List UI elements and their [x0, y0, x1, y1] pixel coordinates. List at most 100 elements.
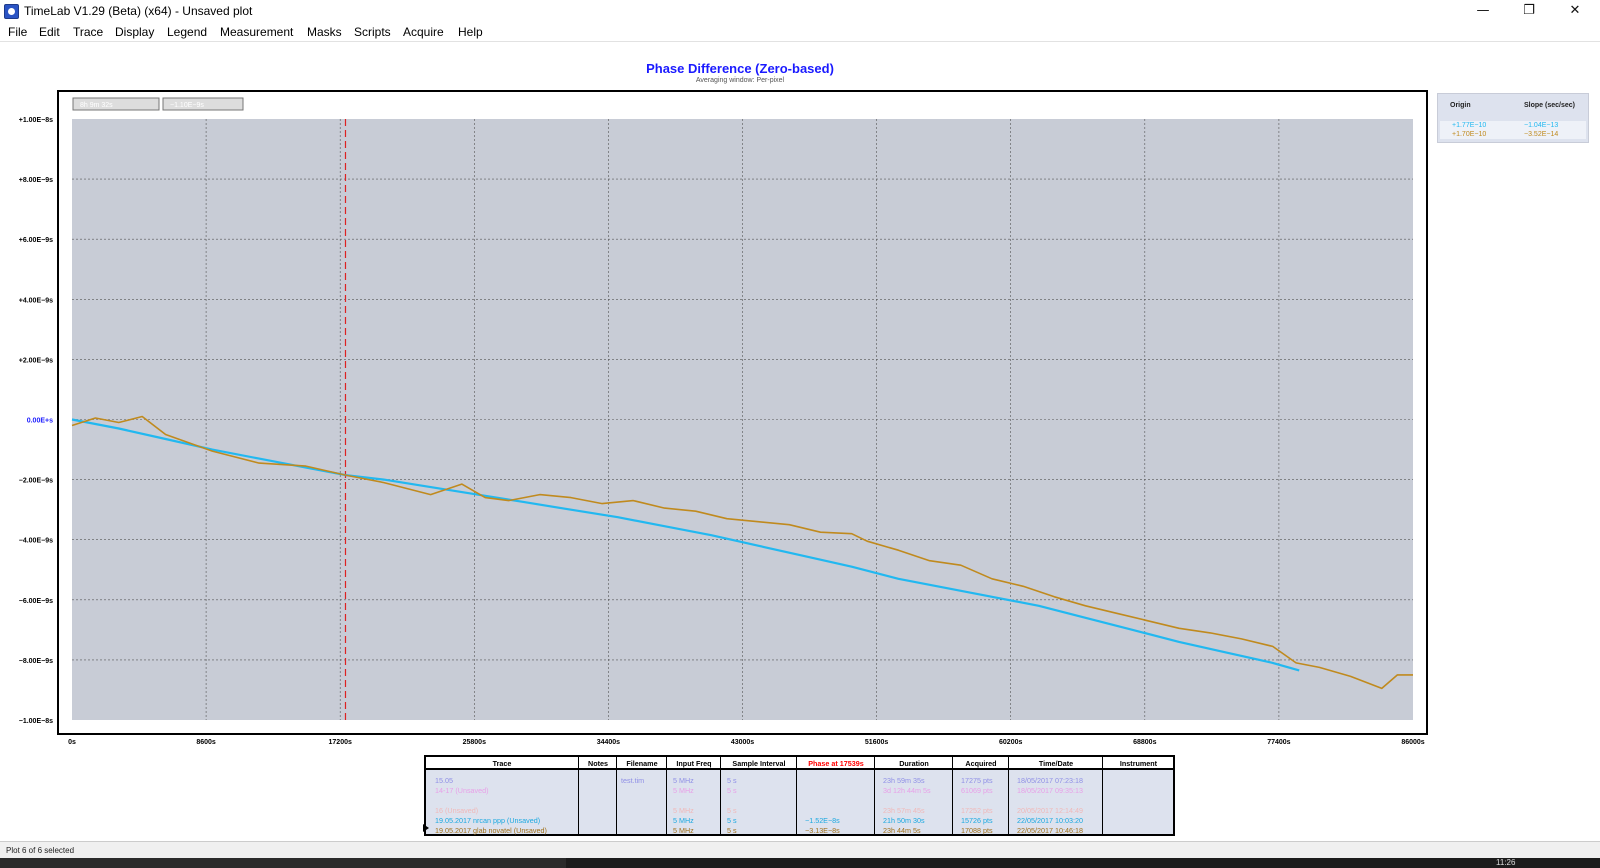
taskbar-search[interactable] [0, 858, 566, 868]
trace-table-column-date: Time/Date 18/05/2017 07:23:18 18/05/2017 0… [1008, 757, 1102, 835]
close-button[interactable]: ✕ [1569, 3, 1581, 18]
trace-table-column-freq: Input Freq 5 MHz 5 MHz 5 MHz 5 MHz 5 MHz [666, 757, 720, 835]
trace-table-column-trace: Trace 15.05 14-17 (Unsaved) 16 (Unsaved) 19.… [426, 757, 578, 835]
status-text: Plot 6 of 6 selected [6, 846, 75, 855]
column-header-freq[interactable]: Input Freq [676, 759, 712, 768]
trace-cell-phase: −3.13E−8s [805, 826, 840, 835]
trace-cell-duration: 23h 59m 35s [883, 776, 925, 785]
column-header-notes[interactable]: Notes [588, 759, 608, 768]
trace-cell-duration: 3d 12h 44m 5s [883, 786, 931, 795]
slope-row-slope: −3.52E−14 [1524, 131, 1559, 138]
trace-cell-acquired: 17088 pts [961, 826, 993, 835]
menu-scripts[interactable]: Scripts [354, 25, 391, 39]
trace-cell-duration: 21h 50m 30s [883, 816, 925, 825]
menu-trace[interactable]: Trace [73, 25, 104, 39]
trace-cell-date: 22/05/2017 10:46:18 [1017, 826, 1083, 835]
maximize-button[interactable]: ❐ [1523, 3, 1535, 18]
x-tick-label: 0s [68, 739, 76, 746]
column-header-phase[interactable]: Phase at 17539s [808, 759, 864, 768]
clock: 11:26 [1496, 858, 1516, 867]
x-tick-label: 25800s [463, 739, 486, 746]
trace-cell-date: 18/05/2017 07:23:18 [1017, 776, 1083, 785]
title-bar: TimeLab V1.29 (Beta) (x64) - Unsaved plo… [0, 0, 1600, 22]
column-header-date[interactable]: Time/Date [1038, 759, 1074, 768]
trace-cell-freq: 5 MHz [673, 826, 694, 835]
trace-cell-acquired: 61069 pts [961, 786, 993, 795]
trace-cell-duration: 23h 44m 5s [883, 826, 921, 835]
selected-row-arrow-icon [423, 824, 429, 832]
trace-cell-acquired: 15726 pts [961, 816, 993, 825]
trace-table-header [426, 757, 1173, 770]
trace-cell-acquired: 17275 pts [961, 776, 993, 785]
x-tick-label: 34400s [597, 739, 620, 746]
trace-table-column-phase: Phase at 17539s −1.52E−8s −3.13E−8s [796, 757, 874, 835]
slope-legend-table[interactable]: Origin Slope (sec/sec) +1.77E−10 −1.04E−… [1437, 93, 1589, 143]
trace-cell-interval: 5 s [727, 776, 737, 785]
y-tick-label: 0.00E+s [27, 418, 53, 425]
menu-measurement[interactable]: Measurement [220, 25, 294, 39]
y-tick-label: −8.00E−9s [19, 658, 53, 665]
window-title: TimeLab V1.29 (Beta) (x64) - Unsaved plo… [24, 4, 253, 18]
trace-table-column-acquired: Acquired 17275 pts 61069 pts 17252 pts 15726… [952, 757, 1008, 835]
trace-table-column-instrument: Instrument [1102, 757, 1173, 834]
column-header-trace[interactable]: Trace [492, 759, 512, 768]
x-tick-label: 60200s [999, 739, 1022, 746]
y-tick-label: +1.00E−8s [19, 117, 53, 124]
slope-header: Slope (sec/sec) [1524, 102, 1575, 109]
menu-legend[interactable]: Legend [167, 25, 208, 39]
x-tick-label: 77400s [1267, 739, 1290, 746]
trace-table-body [426, 770, 1173, 834]
trace-cell-trace: 16 (Unsaved) [435, 806, 479, 815]
series-line-glab[interactable] [71, 415, 1413, 690]
menu-help[interactable]: Help [458, 25, 483, 39]
trace-cell-date: 18/05/2017 09:35:13 [1017, 786, 1083, 795]
trace-table[interactable]: Trace 15.05 14-17 (Unsaved) 16 (Unsaved) 19.… [424, 755, 1175, 836]
x-tick-label: 8600s [196, 739, 216, 746]
slope-row-slope: −1.04E−13 [1524, 122, 1559, 129]
readout-time-box[interactable] [72, 97, 160, 111]
status-bar: Plot 6 of 6 selected [0, 841, 1600, 858]
app-icon [4, 4, 19, 19]
column-header-duration[interactable]: Duration [899, 759, 929, 768]
trace-cell-interval: 5 s [727, 786, 737, 795]
y-tick-label: +2.00E−9s [19, 357, 53, 364]
trace-cell-freq: 5 MHz [673, 806, 694, 815]
readout-time: 8h 9m 32s [80, 102, 113, 109]
series-line-nrcan[interactable] [71, 418, 1300, 672]
trace-cell-trace: 19.05.2017 glab novatel (Unsaved) [435, 826, 547, 835]
trace-cell-interval: 5 s [727, 826, 737, 835]
slope-row-origin: +1.77E−10 [1452, 122, 1487, 129]
y-tick-label: +4.00E−9s [19, 297, 53, 304]
trace-cell-phase: −1.52E−8s [805, 816, 840, 825]
x-tick-label: 86000s [1401, 739, 1424, 746]
column-header-instrument[interactable]: Instrument [1119, 759, 1158, 768]
readout-phase: −1.10E−9s [170, 102, 204, 109]
y-tick-label: −4.00E−9s [19, 538, 53, 545]
menu-bar: File Edit Trace Display Legend Measureme… [0, 22, 1600, 42]
menu-file[interactable]: File [8, 25, 28, 39]
minimize-button[interactable]: — [1476, 3, 1490, 18]
origin-header: Origin [1450, 102, 1471, 109]
trace-cell-interval: 5 s [727, 806, 737, 815]
readout-phase-box[interactable] [162, 97, 244, 111]
slope-row-origin: +1.70E−10 [1452, 131, 1487, 138]
trace-cell-date: 20/05/2017 12:14:49 [1017, 806, 1083, 815]
menu-acquire[interactable]: Acquire [403, 25, 444, 39]
column-header-acquired[interactable]: Acquired [965, 759, 997, 768]
trace-cell-duration: 23h 57m 45s [883, 806, 925, 815]
chart-subtitle: Averaging window: Per-pixel [695, 77, 785, 84]
column-header-filename[interactable]: Filename [626, 759, 658, 768]
column-header-interval[interactable]: Sample Interval [732, 759, 786, 768]
menu-display[interactable]: Display [115, 25, 155, 39]
trace-cell-trace: 14-17 (Unsaved) [435, 786, 489, 795]
trace-cell-freq: 5 MHz [673, 776, 694, 785]
trace-cell-date: 22/05/2017 10:03:20 [1017, 816, 1083, 825]
y-tick-label: +8.00E−9s [19, 177, 53, 184]
menu-edit[interactable]: Edit [39, 25, 60, 39]
x-tick-label: 17200s [329, 739, 352, 746]
menu-masks[interactable]: Masks [307, 25, 342, 39]
trace-table-column-notes: Notes [578, 757, 616, 834]
chart-title: Phase Difference (Zero-based) [646, 61, 834, 76]
